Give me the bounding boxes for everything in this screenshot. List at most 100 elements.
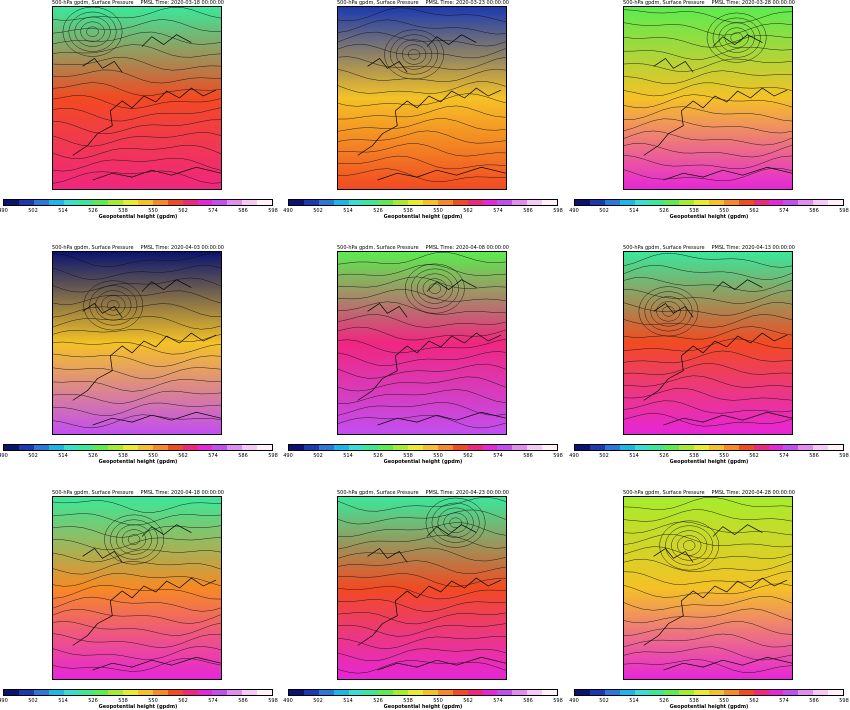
colorbar-swatch xyxy=(649,445,665,450)
colorbar-label: Geopotential height (gpdm) xyxy=(669,459,749,465)
panel-time: PMSL Time: 2020-04-08 00:00:00 xyxy=(425,245,510,251)
panel-title: 500-hPa gpdm, Surface Pressure PMSL Time:… xyxy=(337,245,509,251)
colorbar xyxy=(288,199,558,206)
colorbar-label: Geopotential height (gpdm) xyxy=(383,459,463,465)
colorbar-swatch xyxy=(33,200,49,205)
colorbar-swatch xyxy=(333,445,349,450)
colorbar-swatch xyxy=(694,690,710,695)
height-field-fill xyxy=(338,252,506,434)
colorbar-swatch xyxy=(527,200,543,205)
colorbar-swatch xyxy=(93,200,109,205)
colorbar-swatch xyxy=(575,200,590,205)
colorbar xyxy=(574,199,844,206)
map-panel: 500-hPa gpdm, Surface Pressure PMSL Time:… xyxy=(283,0,563,220)
panel-time: PMSL Time: 2020-04-28 00:00:00 xyxy=(711,490,796,496)
colorbar-tick-label: 490 xyxy=(0,453,8,459)
panel-time: PMSL Time: 2020-03-18 00:00:00 xyxy=(140,0,225,6)
colorbar-swatch xyxy=(798,445,814,450)
height-field-fill xyxy=(53,252,221,434)
colorbar-tick-label: 502 xyxy=(28,453,38,459)
colorbar-swatch xyxy=(709,200,724,205)
colorbar-swatch xyxy=(33,690,49,695)
colorbar-tick-label: 526 xyxy=(659,208,669,214)
colorbar-label: Geopotential height (gpdm) xyxy=(669,214,749,220)
colorbar-swatch xyxy=(197,690,213,695)
colorbar-swatch xyxy=(482,445,498,450)
colorbar-swatch xyxy=(437,200,453,205)
colorbar-swatch xyxy=(798,690,814,695)
colorbar-swatch xyxy=(768,690,784,695)
coastline xyxy=(643,34,792,181)
colorbar-swatch xyxy=(227,200,243,205)
colorbar-swatch xyxy=(318,200,334,205)
colorbar-swatch xyxy=(768,445,784,450)
colorbar-swatch xyxy=(227,690,243,695)
colorbar-swatch xyxy=(363,690,379,695)
colorbar-swatch xyxy=(828,690,844,695)
colorbar-swatch xyxy=(783,690,799,695)
map-panel: 500-hPa gpdm, Surface Pressure PMSL Time:… xyxy=(569,245,849,465)
colorbar-swatch xyxy=(634,200,650,205)
colorbar-tick-label: 586 xyxy=(809,698,819,704)
colorbar-swatch xyxy=(123,445,139,450)
geopotential-map xyxy=(337,251,507,435)
panel-field-title: 500-hPa gpdm, Surface Pressure xyxy=(623,490,705,496)
colorbar-tick-label: 598 xyxy=(553,698,563,704)
colorbar-swatch xyxy=(497,200,513,205)
colorbar-swatch xyxy=(828,200,844,205)
colorbar-swatch xyxy=(813,690,829,695)
colorbar-tick-label: 502 xyxy=(313,208,323,214)
colorbar-swatch xyxy=(679,200,695,205)
colorbar-tick-label: 490 xyxy=(283,698,293,704)
colorbar-swatch xyxy=(78,690,94,695)
coastline xyxy=(357,34,506,181)
colorbar-swatch xyxy=(679,445,695,450)
colorbar-swatch xyxy=(212,445,228,450)
colorbar-swatch xyxy=(303,445,319,450)
colorbar-swatch xyxy=(664,445,680,450)
colorbar-swatch xyxy=(649,200,665,205)
colorbar-swatch xyxy=(167,445,183,450)
colorbar-tick-label: 586 xyxy=(238,208,248,214)
colorbar-swatch xyxy=(512,200,528,205)
colorbar-tick-label: 598 xyxy=(839,698,849,704)
panel-title: 500-hPa gpdm, Surface Pressure PMSL Time:… xyxy=(623,490,795,496)
colorbar-swatch xyxy=(575,690,590,695)
colorbar-tick-label: 538 xyxy=(118,453,128,459)
coastline xyxy=(357,524,506,671)
colorbar-swatch xyxy=(48,690,64,695)
colorbar-label: Geopotential height (gpdm) xyxy=(669,704,749,710)
colorbar-swatch xyxy=(423,690,438,695)
colorbar-tick-label: 598 xyxy=(839,453,849,459)
colorbar-tick-label: 550 xyxy=(148,208,158,214)
colorbar-tick-label: 538 xyxy=(403,208,413,214)
colorbar-swatch xyxy=(197,445,213,450)
colorbar-swatch xyxy=(303,690,319,695)
map-panel: 500-hPa gpdm, Surface Pressure PMSL Time:… xyxy=(569,490,849,710)
colorbar-ticks: 490 502 514 526 538 550 562 574 586 598 xyxy=(283,698,563,704)
colorbar-tick-label: 562 xyxy=(749,208,759,214)
colorbar-tick-label: 574 xyxy=(208,453,218,459)
panel-time: PMSL Time: 2020-04-13 00:00:00 xyxy=(711,245,796,251)
colorbar-swatch xyxy=(512,445,528,450)
geopotential-map xyxy=(337,496,507,680)
colorbar xyxy=(288,689,558,696)
colorbar-tick-label: 574 xyxy=(779,698,789,704)
colorbar-tick-label: 562 xyxy=(463,208,473,214)
colorbar-swatch xyxy=(619,200,635,205)
isobar-contours xyxy=(338,252,506,429)
colorbar-swatch xyxy=(108,200,124,205)
colorbar-tick-label: 490 xyxy=(0,698,8,704)
geopotential-map xyxy=(623,251,793,435)
colorbar-label: Geopotential height (gpdm) xyxy=(383,214,463,220)
colorbar-swatch xyxy=(48,445,64,450)
colorbar-tick-label: 550 xyxy=(433,453,443,459)
colorbar-swatch xyxy=(123,690,139,695)
colorbar-tick-label: 550 xyxy=(433,698,443,704)
colorbar-swatch xyxy=(723,200,739,205)
colorbar-label: Geopotential height (gpdm) xyxy=(98,214,178,220)
colorbar-swatch xyxy=(542,445,558,450)
map-panel: 500-hPa gpdm, Surface Pressure PMSL Time:… xyxy=(569,0,849,220)
colorbar-tick-label: 550 xyxy=(148,453,158,459)
colorbar-tick-label: 502 xyxy=(313,698,323,704)
